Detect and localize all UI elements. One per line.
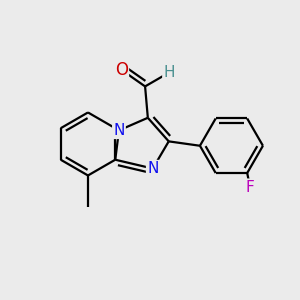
Text: F: F <box>246 180 254 195</box>
Text: N: N <box>147 161 158 176</box>
Text: H: H <box>163 65 175 80</box>
Text: O: O <box>115 61 128 79</box>
Text: N: N <box>113 123 124 138</box>
